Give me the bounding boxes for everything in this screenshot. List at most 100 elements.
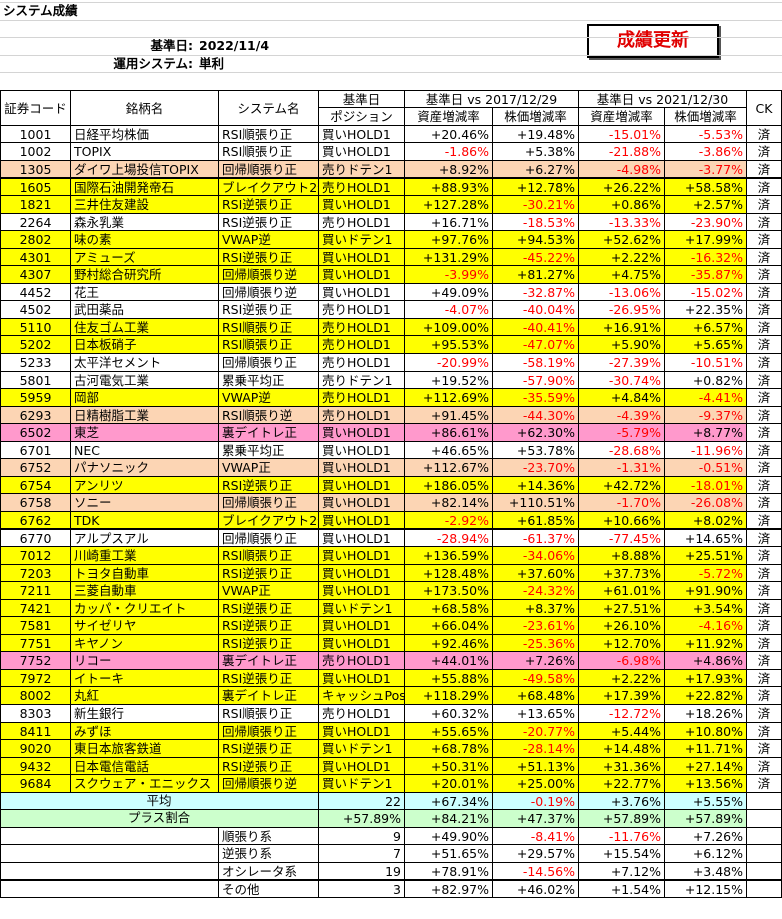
data-cell: 1002 [0, 142, 71, 161]
data-cell: +58.58% [664, 177, 747, 197]
data-cell: 回帰順張り正 [218, 493, 319, 512]
data-cell: +131.29% [404, 247, 493, 267]
data-cell: +2.22% [578, 247, 665, 267]
data-cell: RSI順張り正 [218, 546, 319, 565]
data-cell: -1.70% [578, 493, 665, 512]
group-cell: +46.02% [492, 879, 579, 899]
data-cell: -4.16% [664, 616, 747, 635]
data-cell: 1001 [0, 124, 71, 144]
data-cell: VWAP正 [218, 458, 319, 477]
data-cell: RSI逆張り正 [218, 598, 319, 618]
data-cell: 丸紅 [70, 686, 219, 705]
data-cell: RSI逆張り正 [218, 616, 319, 635]
data-cell: 済 [746, 300, 782, 319]
data-cell: +112.69% [404, 388, 493, 407]
data-cell: VWAP正 [218, 581, 319, 600]
data-cell: RSI逆張り正 [218, 668, 319, 688]
data-cell: +97.76% [404, 230, 493, 249]
data-cell: -0.51% [664, 458, 747, 477]
data-cell: -6.98% [578, 651, 665, 670]
data-cell: -13.33% [578, 212, 665, 232]
data-cell: 買いHOLD1 [318, 493, 405, 512]
data-cell: アンリツ [70, 475, 219, 495]
data-cell: +8.02% [664, 510, 747, 530]
data-cell: +127.28% [404, 195, 493, 214]
data-cell: 買いHOLD1 [318, 282, 405, 302]
data-cell: 8002 [0, 686, 71, 705]
info-value: 単利 [199, 55, 225, 71]
data-cell: 野村総合研究所 [70, 265, 219, 284]
data-cell: 6762 [0, 510, 71, 530]
data-cell: RSI順張り正 [218, 317, 319, 337]
data-cell: 済 [746, 510, 782, 530]
data-cell: 売りHOLD1 [318, 388, 405, 407]
data-cell: +95.53% [404, 335, 493, 354]
data-cell: 済 [746, 423, 782, 442]
data-cell: +17.93% [664, 668, 747, 688]
data-cell: 買いHOLD1 [318, 247, 405, 267]
group-cell: +49.90% [404, 826, 493, 846]
data-cell: 6502 [0, 423, 71, 442]
data-cell: 済 [746, 230, 782, 249]
data-cell: +118.29% [404, 686, 493, 705]
data-cell: RSI順張り逆 [218, 405, 319, 425]
data-cell: ブレイクアウト2逆 [218, 177, 319, 197]
data-cell: +68.48% [492, 686, 579, 705]
data-cell: 買いHOLD1 [318, 756, 405, 776]
data-cell: +81.27% [492, 265, 579, 284]
data-cell: 買いHOLD1 [318, 721, 405, 741]
data-cell: +12.70% [578, 633, 665, 653]
data-cell: +25.51% [664, 546, 747, 565]
data-cell: 6701 [0, 440, 71, 460]
column-header: システム名 [218, 89, 319, 126]
data-cell: -23.90% [664, 212, 747, 232]
column-header: ポジション [318, 107, 405, 126]
data-cell: 買いHOLD1 [318, 124, 405, 144]
data-cell: RSI逆張り正 [218, 739, 319, 758]
blank-cell [0, 844, 219, 863]
data-cell: +5.44% [578, 721, 665, 741]
data-cell: 買いHOLD1 [318, 265, 405, 284]
update-button[interactable]: 成績更新 [587, 24, 719, 58]
data-cell: +16.71% [404, 212, 493, 232]
data-cell: -18.01% [664, 475, 747, 495]
data-cell: 1821 [0, 195, 71, 214]
data-cell: 済 [746, 721, 782, 741]
data-cell: 5959 [0, 388, 71, 407]
data-cell: 済 [746, 282, 782, 302]
data-cell: +82.14% [404, 493, 493, 512]
group-cell: +12.15% [664, 879, 747, 899]
data-cell: 4502 [0, 300, 71, 319]
data-cell: 裏デイトレ正 [218, 423, 319, 442]
data-cell: +66.04% [404, 616, 493, 635]
data-cell: -26.95% [578, 300, 665, 319]
data-cell: 花王 [70, 282, 219, 302]
data-cell: +0.86% [578, 195, 665, 214]
data-cell: +4.84% [578, 388, 665, 407]
data-cell: 9684 [0, 774, 71, 793]
data-cell: 4452 [0, 282, 71, 302]
group-cell: +78.91% [404, 861, 493, 881]
data-cell: 回帰順張り逆 [218, 282, 319, 302]
blank-cell [0, 826, 219, 846]
blank-cell [0, 861, 219, 881]
group-cell: +7.12% [578, 861, 665, 881]
data-cell: -4.39% [578, 405, 665, 425]
data-cell: +68.78% [404, 739, 493, 758]
data-cell: +26.22% [578, 177, 665, 197]
data-cell: 川崎重工業 [70, 546, 219, 565]
data-cell: 5801 [0, 370, 71, 390]
data-cell: +8.77% [664, 423, 747, 442]
data-cell: 買いHOLD1 [318, 668, 405, 688]
data-cell: +55.88% [404, 668, 493, 688]
data-cell: 古河電気工業 [70, 370, 219, 390]
data-cell: -40.41% [492, 317, 579, 337]
group-cell: +1.54% [578, 879, 665, 899]
data-cell: +26.10% [578, 616, 665, 635]
grid-line [0, 72, 782, 74]
data-cell: 売りHOLD1 [318, 353, 405, 372]
data-cell: -12.72% [578, 704, 665, 723]
blank-cell [746, 791, 782, 811]
data-cell: -10.51% [664, 353, 747, 372]
data-cell: +17.39% [578, 686, 665, 705]
